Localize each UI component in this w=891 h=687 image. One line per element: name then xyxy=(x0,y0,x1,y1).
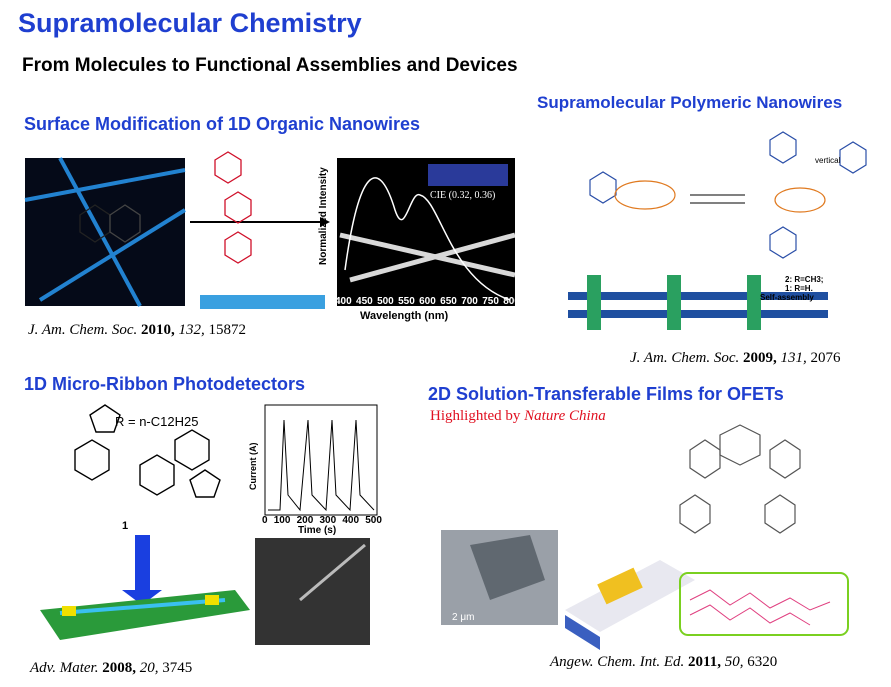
volume: 131, xyxy=(780,350,807,366)
highlight-source: Nature China xyxy=(524,408,606,424)
title: Supramolecular Chemistry xyxy=(18,8,362,38)
plot-note: CIE (0.32, 0.36) xyxy=(430,190,496,201)
tick-label: 500 xyxy=(377,296,394,307)
tick-label: 600 xyxy=(419,296,436,307)
scale-bar: 2 μm xyxy=(452,612,475,623)
tick-label: 400 xyxy=(342,515,360,526)
tick-label: 300 xyxy=(319,515,337,526)
compound-label: 1 xyxy=(122,520,129,532)
figure-label: 1: R=H. xyxy=(785,284,813,293)
pages: 15872 xyxy=(208,322,247,338)
tick-label: 200 xyxy=(296,515,314,526)
heading: 2D Solution-Transferable Films for OFETs xyxy=(428,384,784,404)
journal: Adv. Mater. xyxy=(30,660,99,676)
pages: 6320 xyxy=(747,654,778,670)
citation: Angew. Chem. Int. Ed. 2011, 50, 6320 xyxy=(550,654,777,671)
light-arrow xyxy=(122,535,162,605)
tick-label: 650 xyxy=(440,296,457,307)
pages: 2076 xyxy=(810,350,841,366)
heading: Surface Modification of 1D Organic Nanow… xyxy=(24,114,421,134)
axis-label: Wavelength (nm) xyxy=(360,310,449,322)
axis-label: Current (A) xyxy=(248,442,258,491)
year: 2011, xyxy=(688,654,721,670)
tick-label: 450 xyxy=(356,296,373,307)
year: 2009, xyxy=(743,350,777,366)
tick-row: 400 450 500 550 600 650 700 750 800 xyxy=(335,296,520,307)
year: 2010, xyxy=(141,322,175,338)
substrate xyxy=(200,295,325,309)
year: 2008, xyxy=(102,660,136,676)
figure-label: vertical xyxy=(815,156,841,165)
tick-label: 800 xyxy=(503,296,520,307)
heading: 1D Micro-Ribbon Photodetectors xyxy=(24,374,306,394)
axis-label: Normalized Intensity xyxy=(318,167,329,265)
heading: Supramolecular Polymeric Nanowires xyxy=(537,93,843,112)
tick-label: 400 xyxy=(335,296,352,307)
tick-label: 550 xyxy=(398,296,415,307)
volume: 132, xyxy=(178,322,205,338)
formula: R = n-C12H25 xyxy=(115,414,199,429)
tick-label: 500 xyxy=(365,515,382,526)
axis-label: Time (s) xyxy=(298,525,337,536)
citation: J. Am. Chem. Soc. 2009, 131, 2076 xyxy=(630,350,841,367)
figure-label: 2: R=CH3; xyxy=(785,275,824,284)
journal: J. Am. Chem. Soc. xyxy=(630,350,740,366)
tick-label: 0 xyxy=(262,515,268,526)
citation: Adv. Mater. 2008, 20, 3745 xyxy=(30,660,192,677)
ofet-device xyxy=(565,560,695,632)
tick-label: 100 xyxy=(273,515,291,526)
journal: J. Am. Chem. Soc. xyxy=(28,322,138,338)
volume: 50, xyxy=(724,654,744,670)
volume: 20, xyxy=(139,660,159,676)
highlight: Highlighted by Nature China xyxy=(430,408,606,425)
pages: 3745 xyxy=(162,660,193,676)
highlight-prefix: Highlighted by xyxy=(430,408,521,424)
nanowire-image xyxy=(25,158,185,306)
tick-label: 750 xyxy=(482,296,499,307)
photocurrent-plot xyxy=(245,400,385,530)
journal: Angew. Chem. Int. Ed. xyxy=(550,654,685,670)
citation: J. Am. Chem. Soc. 2010, 132, 15872 xyxy=(28,322,246,339)
tick-row: 0 100 200 300 400 500 xyxy=(262,515,382,526)
figure-label: Self-assembly xyxy=(760,293,814,302)
tick-label: 700 xyxy=(461,296,478,307)
subtitle: From Molecules to Functional Assemblies … xyxy=(22,55,518,76)
